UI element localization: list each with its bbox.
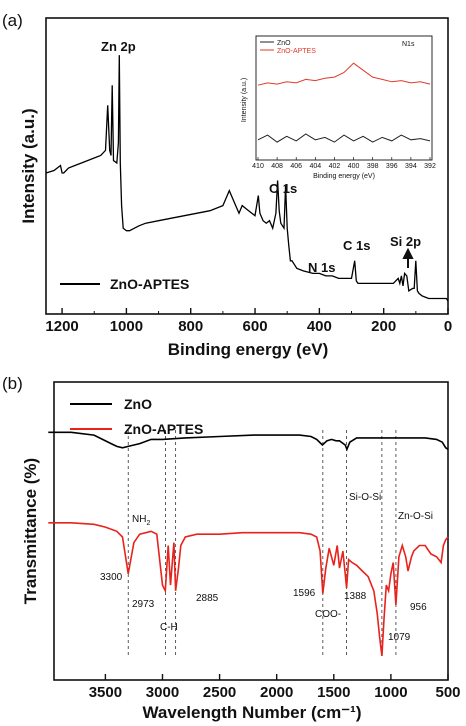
inset-x-ticks: 410 408 406 404 402 400 398 396 394 392 [252, 157, 436, 170]
annot-1596: 1596 [293, 588, 316, 599]
annot-c-h: C-H [160, 622, 178, 633]
panel-a-x-tick-label: 1000 [110, 318, 143, 335]
inset-y-axis-title: Intensity (a.u.) [241, 78, 248, 122]
annot-coo: COO- [315, 609, 341, 620]
annot-si2p-arrow [402, 247, 414, 268]
panel-a-xps-survey: (a) Intensity (a.u.) Binding energy (eV)… [2, 11, 452, 359]
annot-956: 956 [410, 602, 427, 613]
panel-b-ftir: (b) Transmittance (%) Wavelength Number … [2, 374, 461, 722]
panel-a-x-tick-label: 800 [178, 318, 203, 335]
inset-x-tick-label: 398 [367, 163, 379, 170]
panel-b-series-line-zno-aptes [48, 522, 449, 656]
inset-x-tick-label: 392 [424, 163, 436, 170]
panel-a-x-tick-label: 200 [371, 318, 396, 335]
panel-b-legend-label-zno: ZnO [124, 396, 152, 412]
annot-nh2-sub: 2 [146, 520, 150, 527]
annot-2973: 2973 [132, 599, 155, 610]
panel-a-x-tick-label: 0 [444, 318, 452, 335]
panel-a-y-axis-title: Intensity (a.u.) [19, 108, 38, 223]
panel-b-x-tick-label: 2000 [260, 684, 293, 701]
annot-si-o-si: Si-O-Si [349, 492, 381, 503]
panel-b-dashed-markers [127, 430, 397, 658]
annot-n1s: N 1s [308, 260, 335, 275]
inset-x-axis-title: Binding energy (eV) [313, 173, 375, 180]
panel-a-legend: ZnO-APTES [60, 276, 189, 292]
panel-b-x-tick-label: 1000 [374, 684, 407, 701]
panel-b-x-axis-title: Wavelength Number (cm⁻¹) [143, 703, 362, 722]
annot-2885: 2885 [196, 593, 219, 604]
panel-b-plot-frame [53, 381, 449, 681]
inset-x-tick-label: 406 [290, 163, 302, 170]
inset-series-line-zno [257, 133, 431, 143]
panel-b-y-axis-title: Transmittance (%) [21, 458, 40, 604]
inset-x-tick-label: 408 [271, 163, 283, 170]
annot-nh2-main: NH [132, 514, 146, 525]
inset-legend-label-zno: ZnO [277, 40, 291, 47]
panel-b-legend-label-zno-aptes: ZnO-APTES [124, 421, 203, 437]
panel-a-legend-label: ZnO-APTES [110, 276, 189, 292]
panel-b-x-tick-label: 1500 [317, 684, 350, 701]
panel-a-x-tick-label: 600 [243, 318, 268, 335]
annot-1079: 1079 [388, 632, 411, 643]
panel-b-x-tick-label: 3500 [89, 684, 122, 701]
panel-a-series-line-zno-aptes [45, 55, 449, 302]
panel-b-x-tick-label: 3000 [146, 684, 179, 701]
annot-zn-o-si: Zn-O-Si [398, 511, 433, 522]
inset-legend-label-zno-aptes: ZnO-APTES [277, 48, 316, 55]
inset-series-line-zno-aptes [257, 62, 431, 86]
panel-a-x-tick-label: 1200 [45, 318, 78, 335]
annot-nh2: NH2 [132, 514, 150, 527]
annot-zn2p: Zn 2p [101, 39, 136, 54]
inset-frame [255, 35, 433, 161]
inset-x-tick-label: 402 [329, 163, 341, 170]
panel-a-label: (a) [2, 11, 23, 30]
panel-b-series-line-zno [48, 431, 449, 452]
panel-b-legend: ZnO ZnO-APTES [70, 396, 203, 437]
inset-x-tick-label: 410 [252, 163, 264, 170]
panel-a-plot-frame [45, 17, 449, 315]
panel-a-x-tick-label: 400 [307, 318, 332, 335]
panel-a-inset-n1s: Intensity (a.u.) Binding energy (eV) N1s… [241, 35, 436, 180]
annot-1388: 1388 [344, 591, 367, 602]
panel-a-x-ticks: 1200 1000 800 600 400 200 0 [45, 308, 452, 335]
inset-x-tick-label: 394 [405, 163, 417, 170]
panel-b-x-ticks: 3500 3000 2500 2000 1500 1000 500 [89, 674, 461, 701]
annot-c1s: C 1s [343, 238, 370, 253]
inset-label-n1s: N1s [402, 41, 415, 48]
panel-b-x-tick-label: 2500 [203, 684, 236, 701]
annot-o1s: O 1s [269, 181, 297, 196]
panel-b-label: (b) [2, 374, 23, 393]
inset-x-tick-label: 400 [348, 163, 360, 170]
panel-b-x-tick-label: 500 [435, 684, 460, 701]
panel-a-x-axis-title: Binding energy (eV) [168, 340, 329, 359]
annot-3300: 3300 [100, 572, 123, 583]
inset-x-tick-label: 396 [386, 163, 398, 170]
annot-si2p: Si 2p [390, 234, 421, 249]
inset-x-tick-label: 404 [309, 163, 321, 170]
